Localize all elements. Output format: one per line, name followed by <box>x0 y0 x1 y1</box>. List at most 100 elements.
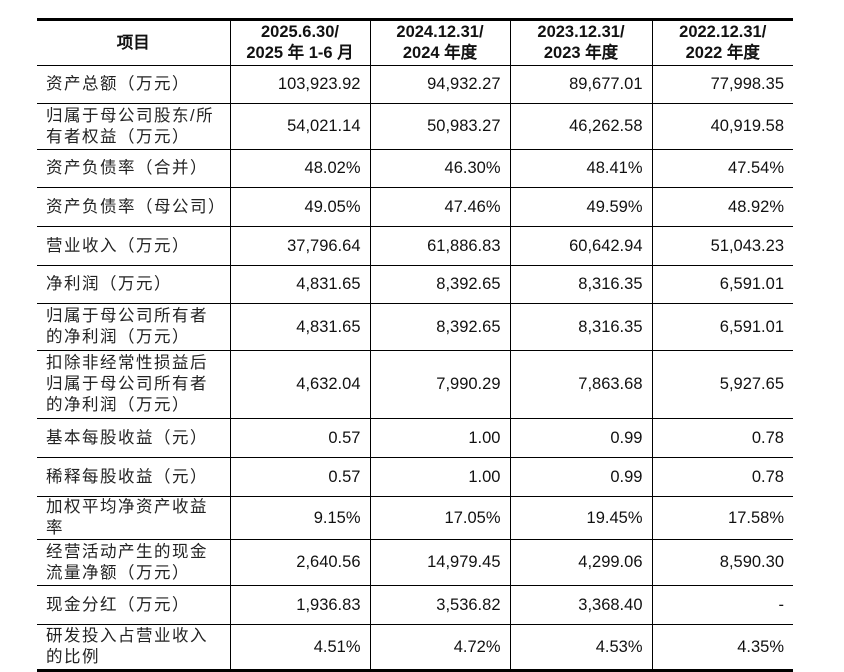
cell-value: 0.78 <box>651 418 793 458</box>
table-row: 现金分红（万元） 1,936.83 3,536.82 3,368.40- <box>37 585 793 625</box>
cell-value: 17.58% <box>651 496 793 540</box>
header-2023: 2023.12.31/ 2023 年度 <box>509 19 653 66</box>
cell-value: 8,392.65 <box>369 265 511 304</box>
cell-value: 61,886.83 <box>369 226 511 266</box>
cell-value: 94,932.27 <box>369 65 511 104</box>
header-2022: 2022.12.31/ 2022 年度 <box>651 19 793 66</box>
cell-value: 48.41% <box>509 149 653 188</box>
cell-value: 48.92% <box>651 187 793 227</box>
table-row: 净利润（万元） 4,831.65 8,392.65 8,316.35 6,591.01 <box>37 265 793 304</box>
cell-value: 0.78 <box>651 457 793 497</box>
row-label: 净利润（万元） <box>37 265 231 304</box>
header-date: 2022.12.31/ <box>679 23 767 41</box>
row-label: 资产总额（万元） <box>37 65 231 104</box>
table-row: 基本每股收益（元） 0.57 1.00 0.99 0.78 <box>37 418 793 458</box>
cell-value: 8,316.35 <box>509 303 653 351</box>
row-label: 归属于母公司所有者的净利润（万元） <box>37 303 231 351</box>
cell-value: 4,831.65 <box>229 303 371 351</box>
cell-value: 51,043.23 <box>651 226 793 266</box>
cell-value: 49.05% <box>229 187 371 227</box>
row-label: 现金分红（万元） <box>37 585 231 625</box>
cell-value: 1.00 <box>369 457 511 497</box>
table-row: 归属于母公司股东/所有者权益（万元） 54,021.14 50,983.27 46,2… <box>37 103 793 150</box>
header-date: 2023.12.31/ <box>537 23 625 41</box>
row-label: 稀释每股收益（元） <box>37 457 231 497</box>
cell-value: 3,368.40 <box>509 585 653 625</box>
cell-value: 4.35% <box>651 624 793 671</box>
table-row: 资产总额（万元） 103,923.92 94,932.27 89,677.01 77,9… <box>37 65 793 104</box>
cell-value: 6,591.01 <box>651 303 793 351</box>
table-row: 资产负债率（母公司） 49.05% 47.46% 49.59% 48.92% <box>37 187 793 227</box>
header-period: 2024 年度 <box>402 44 478 62</box>
table-body: 资产总额（万元） 103,923.92 94,932.27 89,677.01 77,9… <box>37 65 793 671</box>
header-period: 2023 年度 <box>543 44 619 62</box>
row-label: 基本每股收益（元） <box>37 418 231 458</box>
row-label: 资产负债率（合并） <box>37 149 231 188</box>
row-label: 营业收入（万元） <box>37 226 231 266</box>
cell-value: 4.53% <box>509 624 653 671</box>
cell-value: 8,316.35 <box>509 265 653 304</box>
cell-value: 19.45% <box>509 496 653 540</box>
cell-value: 7,863.68 <box>509 350 653 419</box>
row-label: 扣除非经常性损益后归属于母公司所有者的净利润（万元） <box>37 350 231 419</box>
cell-value: 6,591.01 <box>651 265 793 304</box>
header-item-label: 项目 <box>116 33 150 52</box>
cell-value: 4.72% <box>369 624 511 671</box>
table-row: 资产负债率（合并） 48.02% 46.30% 48.41% 47.54% <box>37 149 793 188</box>
cell-value: 0.99 <box>509 418 653 458</box>
cell-value: 46,262.58 <box>509 103 653 150</box>
cell-value: 77,998.35 <box>651 65 793 104</box>
cell-value: 1,936.83 <box>229 585 371 625</box>
cell-value: 2,640.56 <box>229 539 371 586</box>
cell-value: 47.54% <box>651 149 793 188</box>
cell-value: 40,919.58 <box>651 103 793 150</box>
header-2024: 2024.12.31/ 2024 年度 <box>369 19 511 66</box>
row-label: 加权平均净资产收益率 <box>37 496 231 540</box>
cell-value: 50,983.27 <box>369 103 511 150</box>
cell-value: 4.51% <box>229 624 371 671</box>
cell-value: 17.05% <box>369 496 511 540</box>
cell-value: 14,979.45 <box>369 539 511 586</box>
financial-summary-table: 项目 2025.6.30/ 2025 年 1-6 月 2024.12.31/ 2… <box>37 18 793 672</box>
cell-value: 54,021.14 <box>229 103 371 150</box>
cell-value: 4,299.06 <box>509 539 653 586</box>
cell-value: 0.99 <box>509 457 653 497</box>
cell-value: 48.02% <box>229 149 371 188</box>
table-row: 归属于母公司所有者的净利润（万元） 4,831.65 8,392.65 8,316.3… <box>37 303 793 351</box>
row-label: 研发投入占营业收入的比例 <box>37 624 231 671</box>
header-date: 2024.12.31/ <box>396 23 484 41</box>
cell-value: 4,831.65 <box>229 265 371 304</box>
row-label: 资产负债率（母公司） <box>37 187 231 227</box>
cell-value: 4,632.04 <box>229 350 371 419</box>
table-row: 研发投入占营业收入的比例 4.51% 4.72% 4.53% 4.35% <box>37 624 793 671</box>
header-date: 2025.6.30/ <box>261 23 339 41</box>
header-2025h1: 2025.6.30/ 2025 年 1-6 月 <box>229 19 371 66</box>
cell-value: 60,642.94 <box>509 226 653 266</box>
table-row: 扣除非经常性损益后归属于母公司所有者的净利润（万元） 4,632.04 7,990.… <box>37 350 793 419</box>
cell-value: - <box>651 585 793 625</box>
cell-value: 0.57 <box>229 418 371 458</box>
cell-value: 0.57 <box>229 457 371 497</box>
cell-value: 37,796.64 <box>229 226 371 266</box>
cell-value: 1.00 <box>369 418 511 458</box>
cell-value: 103,923.92 <box>229 65 371 104</box>
table-header-row: 项目 2025.6.30/ 2025 年 1-6 月 2024.12.31/ 2… <box>37 19 793 66</box>
cell-value: 89,677.01 <box>509 65 653 104</box>
cell-value: 9.15% <box>229 496 371 540</box>
cell-value: 8,590.30 <box>651 539 793 586</box>
row-label: 经营活动产生的现金流量净额（万元） <box>37 539 231 586</box>
cell-value: 46.30% <box>369 149 511 188</box>
header-item: 项目 <box>37 19 231 66</box>
cell-value: 49.59% <box>509 187 653 227</box>
table-row: 经营活动产生的现金流量净额（万元） 2,640.56 14,979.45 4,299.… <box>37 539 793 586</box>
row-label: 归属于母公司股东/所有者权益（万元） <box>37 103 231 150</box>
table-row: 稀释每股收益（元） 0.57 1.00 0.99 0.78 <box>37 457 793 497</box>
cell-value: 7,990.29 <box>369 350 511 419</box>
table-row: 营业收入（万元） 37,796.64 61,886.83 60,642.94 51,04… <box>37 226 793 266</box>
cell-value: 47.46% <box>369 187 511 227</box>
header-period: 2025 年 1-6 月 <box>246 44 354 62</box>
table-row: 加权平均净资产收益率 9.15% 17.05% 19.45% 17.58% <box>37 496 793 540</box>
cell-value: 8,392.65 <box>369 303 511 351</box>
header-period: 2022 年度 <box>685 44 760 62</box>
cell-value: 5,927.65 <box>651 350 793 419</box>
